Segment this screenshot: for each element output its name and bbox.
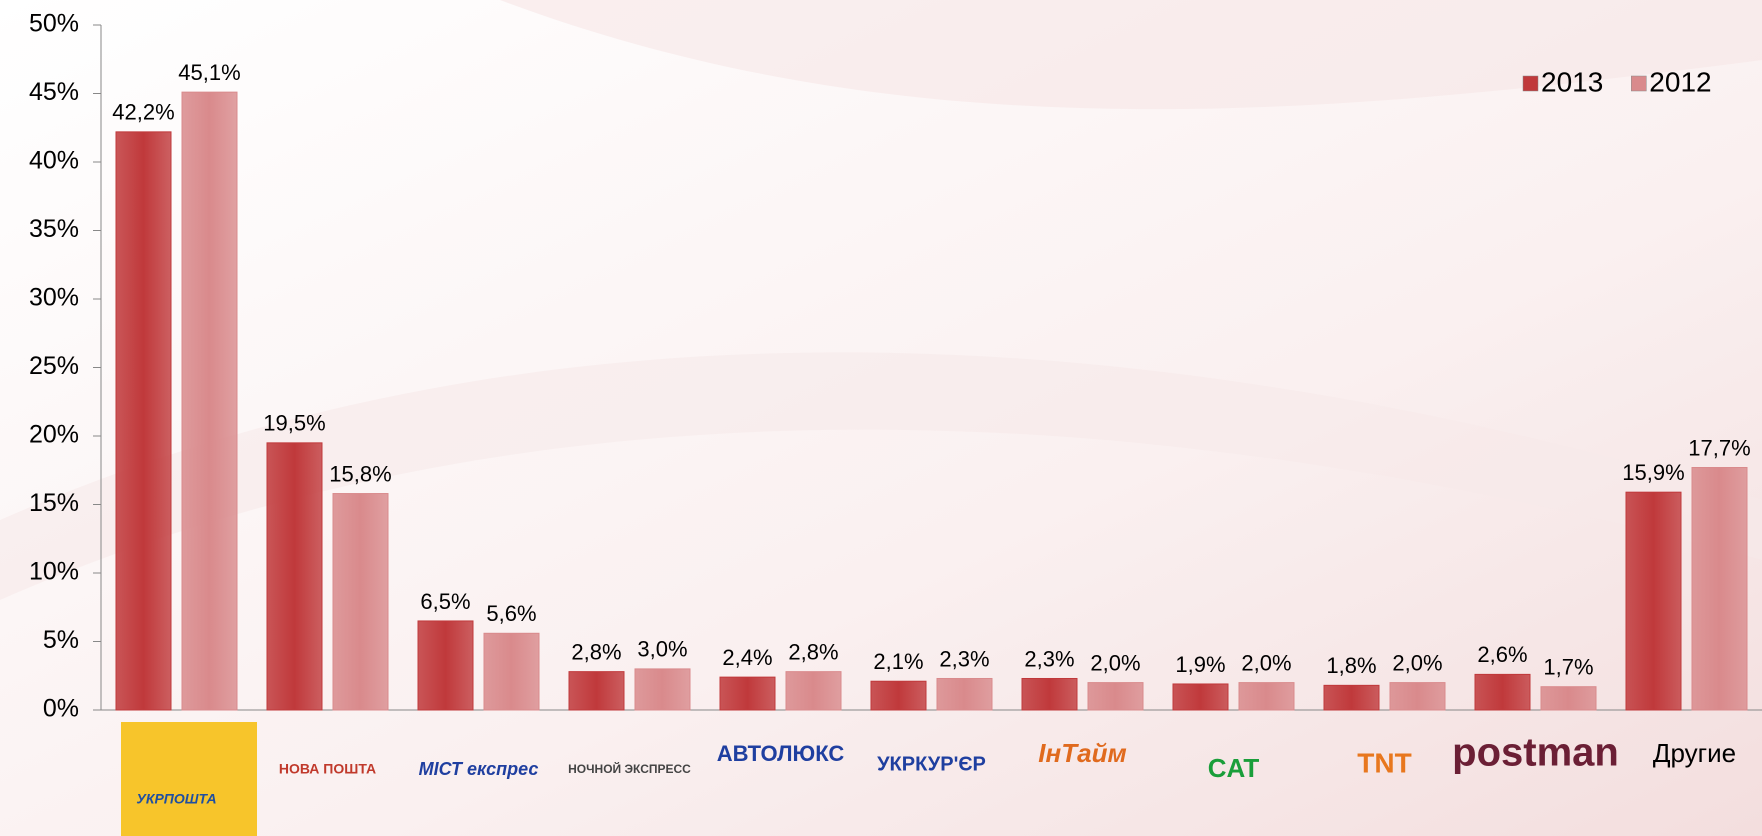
bar — [1087, 682, 1144, 711]
value-label: 2,1% — [873, 649, 923, 674]
bar — [417, 620, 474, 711]
value-label: 6,5% — [420, 589, 470, 614]
y-tick-label: 30% — [29, 284, 79, 312]
value-label: 2,0% — [1090, 650, 1140, 675]
value-label: 2,6% — [1477, 642, 1527, 667]
bar — [1389, 682, 1446, 711]
bar — [1238, 682, 1295, 711]
value-label: 1,7% — [1543, 655, 1593, 680]
bar — [936, 677, 993, 711]
x-tick-label: postman — [1452, 731, 1619, 775]
value-label: 17,7% — [1688, 435, 1750, 460]
legend-swatch — [1631, 75, 1647, 92]
x-tick-label: Другие — [1653, 738, 1736, 768]
x-tick-label: ІнТайм — [1038, 738, 1126, 768]
bar — [1474, 673, 1531, 711]
bar — [1625, 491, 1682, 711]
value-label: 2,8% — [571, 639, 621, 664]
value-label: 2,3% — [939, 646, 989, 671]
swoosh — [500, 0, 1762, 110]
y-tick-label: 10% — [29, 558, 79, 586]
bar — [568, 671, 625, 711]
bar — [785, 671, 842, 711]
y-tick-label: 25% — [29, 352, 79, 380]
value-label: 2,4% — [722, 645, 772, 670]
bar — [634, 668, 691, 711]
y-tick-label: 50% — [29, 10, 79, 38]
value-label: 2,8% — [788, 639, 838, 664]
legend-label: 2012 — [1649, 66, 1711, 97]
x-tick-label: НОЧНОЙ ЭКСПРЕСС — [568, 761, 691, 776]
bar — [181, 91, 238, 711]
value-label: 45,1% — [178, 60, 240, 85]
y-tick-label: 0% — [43, 695, 79, 723]
bar — [719, 676, 776, 711]
logo-background — [121, 722, 257, 836]
y-tick-label: 20% — [29, 421, 79, 449]
value-label: 2,3% — [1024, 646, 1074, 671]
bar — [1172, 683, 1229, 711]
y-tick-label: 15% — [29, 489, 79, 517]
y-tick-label: 35% — [29, 215, 79, 243]
bar — [266, 442, 323, 711]
x-tick-label: УКРПОШТА — [136, 791, 216, 807]
x-tick-label: TNT — [1357, 747, 1411, 778]
value-label: 1,9% — [1175, 652, 1225, 677]
value-label: 42,2% — [112, 100, 174, 125]
x-tick-label: НОВА ПОШТА — [279, 761, 376, 777]
value-label: 1,8% — [1326, 653, 1376, 678]
swoosh — [0, 352, 1762, 600]
value-label: 15,9% — [1622, 460, 1684, 485]
bar — [1540, 686, 1597, 711]
bar — [1323, 684, 1380, 711]
bar — [1021, 677, 1078, 711]
value-label: 15,8% — [329, 461, 391, 486]
y-tick-label: 40% — [29, 147, 79, 175]
bar — [115, 131, 172, 711]
y-tick-label: 5% — [43, 626, 79, 654]
value-label: 2,0% — [1392, 650, 1442, 675]
x-tick-label: УКРКУР'ЄР — [877, 753, 986, 775]
value-label: 19,5% — [263, 411, 325, 436]
legend-label: 2013 — [1541, 66, 1603, 97]
x-tick-label: МІСТ експрес — [419, 759, 539, 779]
value-label: 3,0% — [637, 637, 687, 662]
bar — [870, 680, 927, 711]
bar — [1691, 467, 1748, 711]
bar — [332, 493, 389, 711]
x-tick-label: CAT — [1208, 753, 1260, 783]
value-label: 5,6% — [486, 601, 536, 626]
value-label: 2,0% — [1241, 650, 1291, 675]
bar — [483, 632, 540, 711]
legend-swatch — [1522, 75, 1539, 92]
y-tick-label: 45% — [29, 78, 79, 106]
x-tick-label: АВТОЛЮКС — [717, 741, 845, 766]
